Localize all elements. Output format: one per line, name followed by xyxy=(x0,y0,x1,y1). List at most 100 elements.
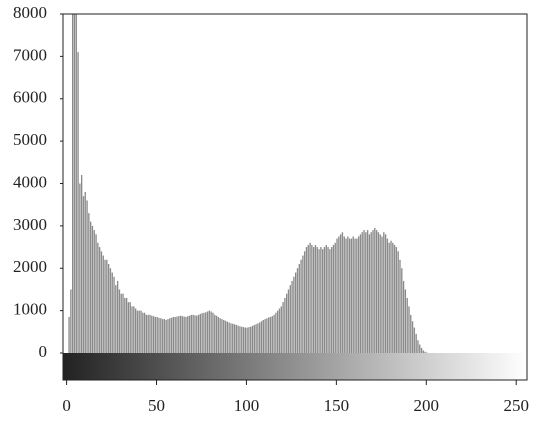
bar xyxy=(160,318,162,353)
bar xyxy=(149,314,151,353)
bar xyxy=(305,247,308,353)
bar xyxy=(250,326,252,353)
bar xyxy=(233,324,236,353)
bar xyxy=(392,242,394,353)
bar xyxy=(339,234,342,353)
bar xyxy=(404,289,407,353)
bar xyxy=(194,315,196,353)
bar xyxy=(361,232,363,353)
bar xyxy=(384,234,387,353)
bar xyxy=(181,316,184,353)
y-tick-label: 8000 xyxy=(13,3,47,22)
x-tick-label: 250 xyxy=(503,396,529,415)
bar xyxy=(332,244,335,353)
bar xyxy=(424,351,426,353)
bar xyxy=(196,315,198,353)
bar xyxy=(415,333,417,353)
bar xyxy=(161,319,164,353)
bar xyxy=(368,234,371,353)
bar xyxy=(214,314,216,353)
bar xyxy=(115,285,117,353)
bar xyxy=(178,316,180,353)
bar xyxy=(336,238,338,353)
bar xyxy=(190,314,193,353)
bar xyxy=(395,247,398,353)
bar xyxy=(172,316,175,353)
bar xyxy=(86,200,88,353)
bar xyxy=(199,314,202,353)
bar xyxy=(210,311,212,353)
bar xyxy=(325,244,327,353)
bar xyxy=(393,244,396,353)
bar xyxy=(366,230,369,353)
bar xyxy=(82,196,85,353)
bar xyxy=(311,244,313,353)
bar xyxy=(350,238,353,353)
bar xyxy=(151,315,153,353)
bar xyxy=(237,325,239,353)
bar xyxy=(232,323,234,353)
bar xyxy=(352,236,354,353)
bar xyxy=(140,310,142,353)
bar xyxy=(386,238,389,353)
bar xyxy=(75,14,77,353)
bars xyxy=(68,14,428,353)
bar xyxy=(217,316,220,353)
bar xyxy=(300,259,302,353)
y-tick-label: 7000 xyxy=(13,45,47,64)
bar xyxy=(248,327,250,353)
bar xyxy=(169,318,171,353)
bar xyxy=(241,326,243,353)
bar xyxy=(215,315,218,353)
bar xyxy=(104,259,106,353)
y-tick-label: 0 xyxy=(39,342,48,361)
bar xyxy=(365,232,367,353)
bar xyxy=(219,318,221,353)
bar xyxy=(183,316,185,353)
bar xyxy=(370,232,372,353)
bar xyxy=(68,316,70,353)
bar xyxy=(192,314,194,353)
bar xyxy=(406,297,408,353)
bar xyxy=(176,316,178,353)
y-tick-label: 4000 xyxy=(13,172,47,191)
bar xyxy=(224,320,227,353)
x-tick-label: 200 xyxy=(414,396,440,415)
bar xyxy=(221,319,223,353)
bar xyxy=(291,280,293,353)
bar xyxy=(257,323,259,353)
bar xyxy=(113,276,115,353)
bar xyxy=(307,244,309,353)
bar xyxy=(327,247,329,353)
bar xyxy=(253,325,255,353)
bar xyxy=(89,221,92,353)
bar xyxy=(383,232,385,353)
bar xyxy=(289,285,291,353)
bar xyxy=(413,327,416,353)
bar xyxy=(136,310,139,353)
bar xyxy=(165,319,167,353)
bar xyxy=(388,242,390,353)
bar xyxy=(363,230,365,353)
bar xyxy=(401,268,403,353)
bar xyxy=(278,308,281,353)
bar xyxy=(80,175,83,353)
bar xyxy=(93,230,95,353)
bar xyxy=(397,251,399,353)
bar xyxy=(296,268,299,353)
bar xyxy=(242,327,245,353)
bar xyxy=(91,225,94,353)
bar xyxy=(170,317,173,353)
bar xyxy=(244,327,246,353)
bar xyxy=(374,227,376,353)
plot-frame xyxy=(62,13,528,381)
bar xyxy=(142,312,144,353)
bar xyxy=(312,247,315,353)
bar xyxy=(266,318,268,353)
y-tick-label: 5000 xyxy=(13,130,47,149)
bar xyxy=(287,289,290,353)
x-tick-label: 100 xyxy=(234,396,260,415)
bar xyxy=(273,314,275,353)
bar xyxy=(208,310,211,353)
